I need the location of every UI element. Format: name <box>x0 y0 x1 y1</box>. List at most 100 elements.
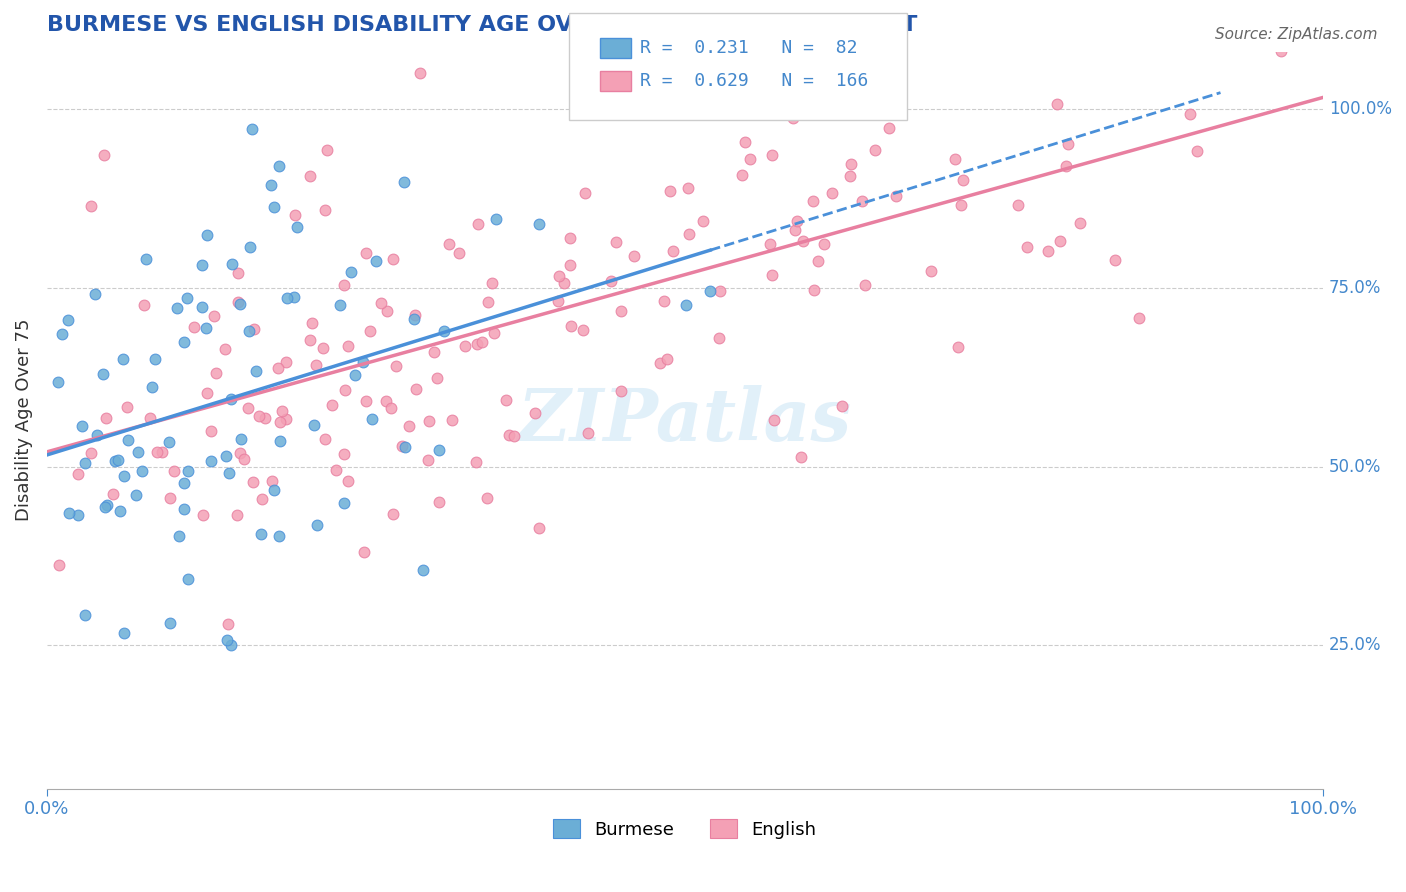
Point <box>437 237 460 252</box>
Point <box>269 529 291 543</box>
Point <box>202 309 225 323</box>
Point <box>605 235 627 249</box>
Point <box>360 411 382 425</box>
Point <box>250 527 273 541</box>
Point <box>657 351 679 366</box>
Point <box>692 80 714 95</box>
Point <box>678 227 700 241</box>
Point <box>423 345 446 359</box>
Point <box>648 356 671 370</box>
Point <box>576 425 599 440</box>
Point <box>1046 97 1069 112</box>
Point <box>298 169 321 183</box>
Point <box>370 295 392 310</box>
Point <box>86 427 108 442</box>
Point <box>380 401 402 415</box>
Point <box>610 304 633 318</box>
Point <box>51 327 73 342</box>
Point <box>337 475 360 489</box>
Point <box>394 440 416 454</box>
Point <box>195 320 218 334</box>
Point <box>112 626 135 640</box>
Point <box>475 491 498 506</box>
Point <box>112 351 135 366</box>
Point <box>375 394 398 409</box>
Y-axis label: Disability Age Over 75: Disability Age Over 75 <box>15 319 32 522</box>
Point <box>529 217 551 231</box>
Point <box>465 455 488 469</box>
Point <box>233 452 256 467</box>
Point <box>139 411 162 425</box>
Point <box>412 563 434 577</box>
Point <box>692 213 714 227</box>
Point <box>481 276 503 290</box>
Point <box>73 456 96 470</box>
Point <box>465 336 488 351</box>
Point <box>84 287 107 301</box>
Point <box>260 178 283 192</box>
Point <box>485 212 508 227</box>
Point <box>312 341 335 355</box>
Point <box>240 122 263 136</box>
Point <box>238 324 260 338</box>
Point <box>229 432 252 446</box>
Point <box>354 246 377 260</box>
Point <box>1187 144 1209 158</box>
Point <box>381 252 404 266</box>
Point <box>375 304 398 318</box>
Point <box>270 403 292 417</box>
Point <box>314 203 336 218</box>
Point <box>177 464 200 478</box>
Point <box>498 428 520 442</box>
Point <box>354 393 377 408</box>
Point <box>786 214 808 228</box>
Point <box>1128 310 1150 325</box>
Point <box>101 487 124 501</box>
Point <box>108 504 131 518</box>
Point <box>405 383 427 397</box>
Point <box>166 301 188 316</box>
Point <box>502 428 524 442</box>
Point <box>243 321 266 335</box>
Point <box>127 445 149 459</box>
Point <box>1069 216 1091 230</box>
Point <box>524 406 547 420</box>
Point <box>146 445 169 459</box>
Point <box>93 148 115 162</box>
Point <box>263 483 285 497</box>
Point <box>495 392 517 407</box>
Point <box>239 240 262 254</box>
Point <box>315 143 337 157</box>
Point <box>173 502 195 516</box>
Point <box>217 633 239 648</box>
Point <box>658 184 681 198</box>
Point <box>831 399 853 413</box>
Point <box>865 143 887 157</box>
Text: R =  0.231   N =  82: R = 0.231 N = 82 <box>640 39 858 57</box>
Point <box>1015 240 1038 254</box>
Point <box>447 246 470 260</box>
Point <box>382 507 405 521</box>
Point <box>269 159 291 173</box>
Point <box>301 316 323 330</box>
Point <box>610 384 633 399</box>
Point <box>283 290 305 304</box>
Point <box>80 446 103 460</box>
Point <box>553 276 575 290</box>
Point <box>107 453 129 467</box>
Point <box>58 506 80 520</box>
Legend: Burmese, English: Burmese, English <box>546 812 824 846</box>
Point <box>219 392 242 407</box>
Point <box>191 508 214 522</box>
Point <box>159 491 181 506</box>
Point <box>117 400 139 414</box>
Point <box>471 335 494 350</box>
Point <box>247 409 270 423</box>
Point <box>336 339 359 353</box>
Point <box>416 453 439 467</box>
Point <box>93 500 115 515</box>
Point <box>547 268 569 283</box>
Point <box>269 434 291 448</box>
Point <box>1054 159 1077 173</box>
Point <box>96 411 118 425</box>
